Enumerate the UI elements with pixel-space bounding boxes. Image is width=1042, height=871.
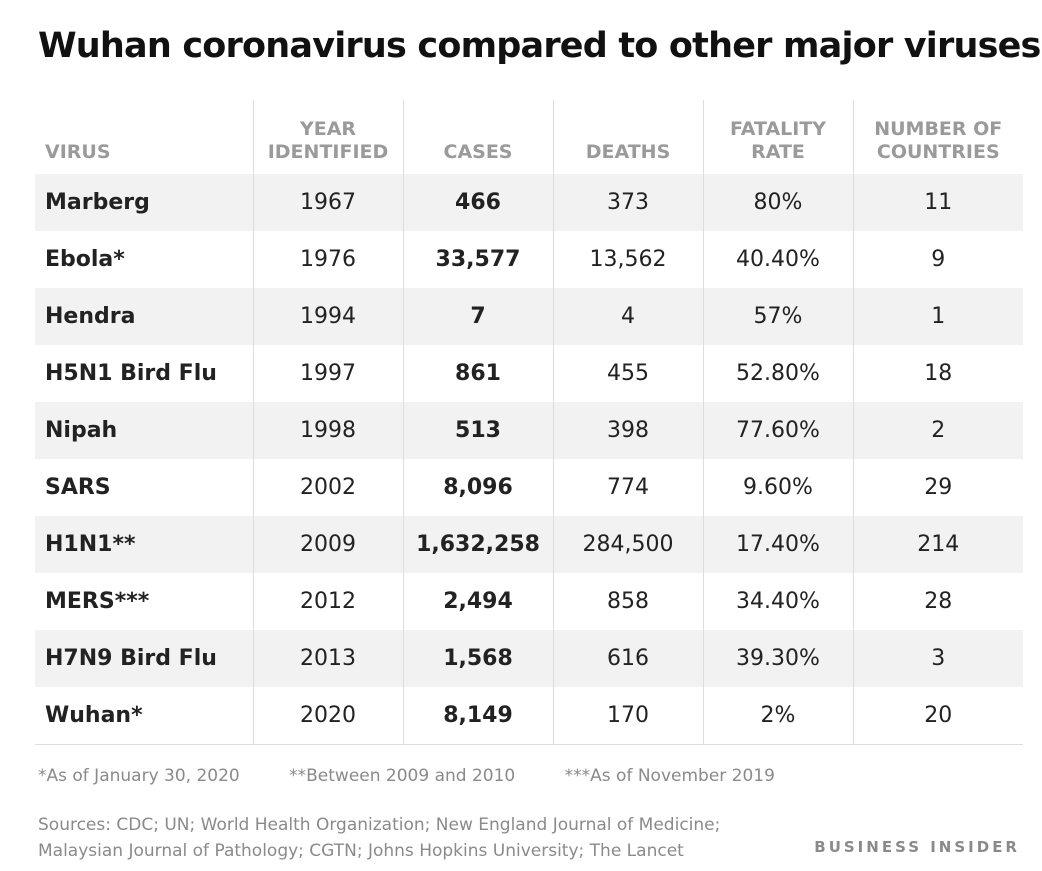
table-row: SARS 2002 8,096 774 9.60% 29 [35,459,1023,516]
cell-deaths: 398 [552,402,703,459]
cell-virus: Ebola* [45,247,125,272]
cell-cases: 861 [402,345,553,402]
cell-deaths: 373 [552,174,703,231]
table-row: Hendra 1994 7 4 57% 1 [35,288,1023,345]
cell-virus: H1N1** [35,516,253,573]
cell-fatality-rate: 39.30% [702,630,853,687]
cell-year: 1994 [252,288,403,345]
footnote-ebola-wuhan: *As of January 30, 2020 [38,766,240,786]
cell-deaths: 858 [552,573,703,630]
cell-fatality-rate: 40.40% [702,231,853,288]
header-year-identified: YEAR IDENTIFIED [252,100,403,174]
cell-virus: H7N9 Bird Flu [35,630,253,687]
table-body: Marberg 1967 466 373 80% 11 Ebola* 1976 33,577 13… [35,174,1023,745]
cell-countries: 29 [852,459,1023,516]
cell-countries: 20 [852,687,1023,745]
cell-year: 2013 [252,630,403,687]
cell-fatality-rate: 80% [702,174,853,231]
cell-cases: 1,632,258 [402,516,553,573]
cell-cases: 1,568 [402,630,553,687]
cell-virus: H5N1 Bird Flu [45,361,217,386]
cell-countries: 3 [852,630,1023,687]
footnote-mers: ***As of November 2019 [564,766,775,786]
cell-deaths: 616 [552,630,703,687]
cell-year: 2002 [252,459,403,516]
sources-line-1: Sources: CDC; UN; World Health Organizat… [38,815,721,835]
cell-fatality-rate: 17.40% [702,516,853,573]
header-cases: CASES [402,100,553,174]
cell-deaths: 774 [552,459,703,516]
cell-cases: 33,577 [402,231,553,288]
cell-deaths: 4 [552,288,703,345]
cell-year: 2009 [252,516,403,573]
cell-deaths: 170 [552,687,703,745]
cell-virus: MERS*** [45,589,150,614]
cell-virus: SARS [45,475,111,500]
cell-virus: Wuhan* [35,687,253,745]
cell-cases: 2,494 [402,573,553,630]
table-row: Ebola* 1976 33,577 13,562 40.40% 9 [35,231,1023,288]
header-deaths: DEATHS [552,100,703,174]
virus-comparison-table: VIRUS YEAR IDENTIFIED CASES DEATHS FATALI… [35,100,1023,745]
cell-year: 2020 [252,687,403,745]
cell-virus: Marberg [35,174,253,231]
table-row: H7N9 Bird Flu 2013 1,568 616 39.30% 3 [35,630,1023,687]
cell-year: 1997 [252,345,403,402]
cell-year: 1998 [252,402,403,459]
cell-fatality-rate: 52.80% [702,345,853,402]
cell-fatality-rate: 9.60% [702,459,853,516]
header-fatality-rate: FATALITY RATE [702,100,853,174]
header-virus: VIRUS [45,141,111,163]
cell-deaths: 455 [552,345,703,402]
cell-countries: 11 [852,174,1023,231]
cell-virus: Nipah [35,402,253,459]
header-number-of-countries: NUMBER OF COUNTRIES [852,100,1023,174]
cell-cases: 8,149 [402,687,553,745]
cell-virus: Hendra [35,288,253,345]
cell-fatality-rate: 34.40% [702,573,853,630]
cell-fatality-rate: 2% [702,687,853,745]
table-header-row: VIRUS YEAR IDENTIFIED CASES DEATHS FATALI… [35,100,1023,174]
cell-countries: 9 [852,231,1023,288]
table-row: Wuhan* 2020 8,149 170 2% 20 [35,687,1023,745]
cell-countries: 28 [852,573,1023,630]
business-insider-logo: BUSINESS INSIDER [814,838,1020,856]
cell-cases: 466 [402,174,553,231]
cell-cases: 7 [402,288,553,345]
cell-countries: 1 [852,288,1023,345]
sources-line-2: Malaysian Journal of Pathology; CGTN; Jo… [38,841,684,861]
cell-cases: 513 [402,402,553,459]
chart-title: Wuhan coronavirus compared to other majo… [38,26,1041,66]
cell-fatality-rate: 77.60% [702,402,853,459]
cell-countries: 18 [852,345,1023,402]
cell-deaths: 13,562 [552,231,703,288]
table-row: H1N1** 2009 1,632,258 284,500 17.40% 214 [35,516,1023,573]
cell-year: 1967 [252,174,403,231]
cell-cases: 8,096 [402,459,553,516]
table-row: MERS*** 2012 2,494 858 34.40% 28 [35,573,1023,630]
table-row: H5N1 Bird Flu 1997 861 455 52.80% 18 [35,345,1023,402]
table-row: Nipah 1998 513 398 77.60% 2 [35,402,1023,459]
sources: Sources: CDC; UN; World Health Organizat… [38,812,798,864]
cell-year: 1976 [252,231,403,288]
cell-fatality-rate: 57% [702,288,853,345]
cell-countries: 2 [852,402,1023,459]
cell-year: 2012 [252,573,403,630]
table-row: Marberg 1967 466 373 80% 11 [35,174,1023,231]
footnotes: *As of January 30, 2020 **Between 2009 a… [38,766,1018,786]
footnote-h1n1: **Between 2009 and 2010 [289,766,516,786]
cell-countries: 214 [852,516,1023,573]
cell-deaths: 284,500 [552,516,703,573]
